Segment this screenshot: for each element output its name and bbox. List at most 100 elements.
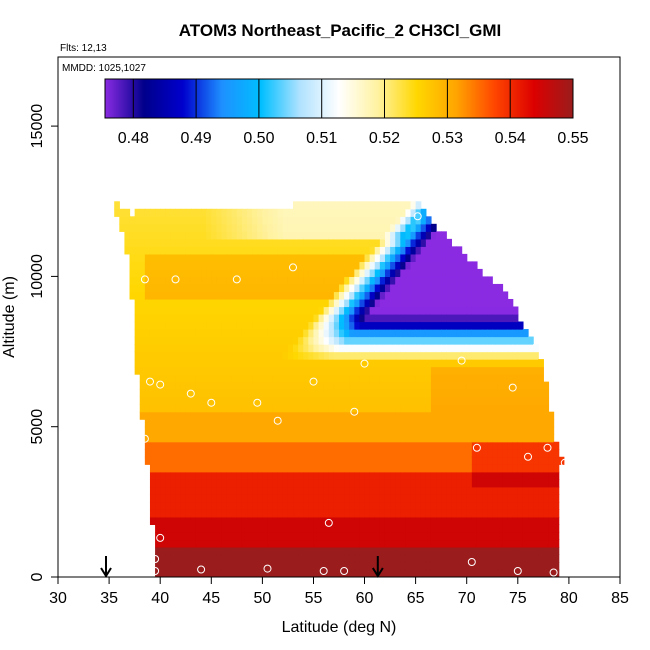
curtain-cell <box>379 426 386 435</box>
curtain-cell <box>446 389 452 398</box>
sample-marker <box>508 383 517 392</box>
curtain-cell <box>287 539 294 548</box>
curtain-cell <box>257 223 263 232</box>
curtain-cell <box>344 509 350 518</box>
curtain-cell <box>533 494 539 503</box>
curtain-cell <box>262 516 269 525</box>
curtain-cell <box>206 524 212 533</box>
curtain-cell <box>446 253 452 262</box>
curtain-cell <box>502 404 509 413</box>
curtain-cell <box>538 389 544 398</box>
curtain-cell <box>323 351 330 360</box>
curtain-cell <box>425 223 432 232</box>
curtain-cell <box>374 389 381 398</box>
curtain-cell <box>374 313 381 323</box>
curtain-cell <box>436 516 442 525</box>
curtain-cell <box>328 238 335 247</box>
curtain-cell <box>323 291 330 300</box>
curtain-cell <box>328 359 335 368</box>
curtain-cell <box>180 404 187 413</box>
curtain-cell <box>201 336 207 345</box>
curtain-cell <box>492 494 498 503</box>
curtain-cell <box>456 404 463 413</box>
curtain-cell <box>165 283 171 293</box>
curtain-cell <box>405 539 412 548</box>
curtain-cell <box>384 456 391 465</box>
curtain-cell <box>216 366 223 375</box>
curtain-cell <box>359 539 366 548</box>
curtain-cell <box>395 253 401 262</box>
curtain-cell <box>262 306 269 315</box>
x-tick-label: 50 <box>254 590 272 607</box>
curtain-cell <box>482 449 488 458</box>
curtain-cell <box>482 291 488 300</box>
curtain-cell <box>247 434 253 443</box>
curtain-cell <box>492 464 498 473</box>
curtain-cell <box>313 561 320 571</box>
curtain-cell <box>502 336 509 345</box>
curtain-cell <box>190 283 197 293</box>
curtain-cell <box>282 291 289 300</box>
curtain-cell <box>333 471 340 480</box>
curtain-cell <box>170 494 177 503</box>
curtain-cell <box>175 396 182 405</box>
curtain-cell <box>303 351 309 360</box>
curtain-cell <box>461 501 468 510</box>
curtain-cell <box>476 426 483 435</box>
curtain-cell <box>354 283 361 293</box>
curtain-cell <box>323 231 330 240</box>
curtain-cell <box>160 381 166 390</box>
curtain-cell <box>201 329 207 338</box>
curtain-cell <box>441 306 447 315</box>
curtain-cell <box>420 404 427 413</box>
curtain-cell <box>374 539 381 548</box>
curtain-cell <box>502 546 509 556</box>
curtain-cell <box>165 298 171 308</box>
curtain-cell <box>359 366 366 375</box>
curtain-cell <box>410 321 417 330</box>
curtain-cell <box>553 486 560 495</box>
curtain-cell <box>323 471 330 480</box>
curtain-cell <box>277 494 284 503</box>
curtain-cell <box>369 223 376 232</box>
curtain-cell <box>492 569 498 577</box>
curtain-cell <box>308 456 315 465</box>
curtain-cell <box>293 201 299 210</box>
curtain-cell <box>308 569 315 577</box>
curtain-cell <box>247 336 253 345</box>
curtain-cell <box>333 396 340 405</box>
curtain-cell <box>231 419 238 428</box>
curtain-cell <box>369 344 376 353</box>
curtain-cell <box>517 434 524 443</box>
curtain-cell <box>170 449 177 458</box>
curtain-cell <box>451 464 458 473</box>
curtain-cell <box>543 494 550 503</box>
curtain-cell <box>180 509 187 518</box>
curtain-cell <box>517 561 524 571</box>
curtain-cell <box>430 396 437 405</box>
curtain-cell <box>507 501 514 510</box>
curtain-cell <box>354 344 361 353</box>
curtain-cell <box>405 449 412 458</box>
curtain-cell <box>287 216 294 225</box>
curtain-cell <box>497 336 504 345</box>
curtain-cell <box>267 231 274 240</box>
curtain-cell <box>206 411 212 420</box>
curtain-cell <box>410 434 417 443</box>
curtain-cell <box>303 253 309 262</box>
curtain-cell <box>395 321 401 330</box>
curtain-cell <box>410 366 417 375</box>
curtain-cell <box>528 516 534 525</box>
curtain-cell <box>364 464 371 473</box>
curtain-cell <box>170 486 177 495</box>
sample-marker <box>151 555 160 563</box>
curtain-cell <box>492 298 498 308</box>
sample-marker <box>324 518 333 527</box>
curtain-cell <box>410 561 417 571</box>
curtain-cell <box>298 201 304 210</box>
curtain-cell <box>277 329 284 338</box>
curtain-cell <box>267 479 274 488</box>
curtain-cell <box>287 306 294 315</box>
curtain-cell <box>461 283 468 293</box>
curtain-cell <box>364 404 371 413</box>
